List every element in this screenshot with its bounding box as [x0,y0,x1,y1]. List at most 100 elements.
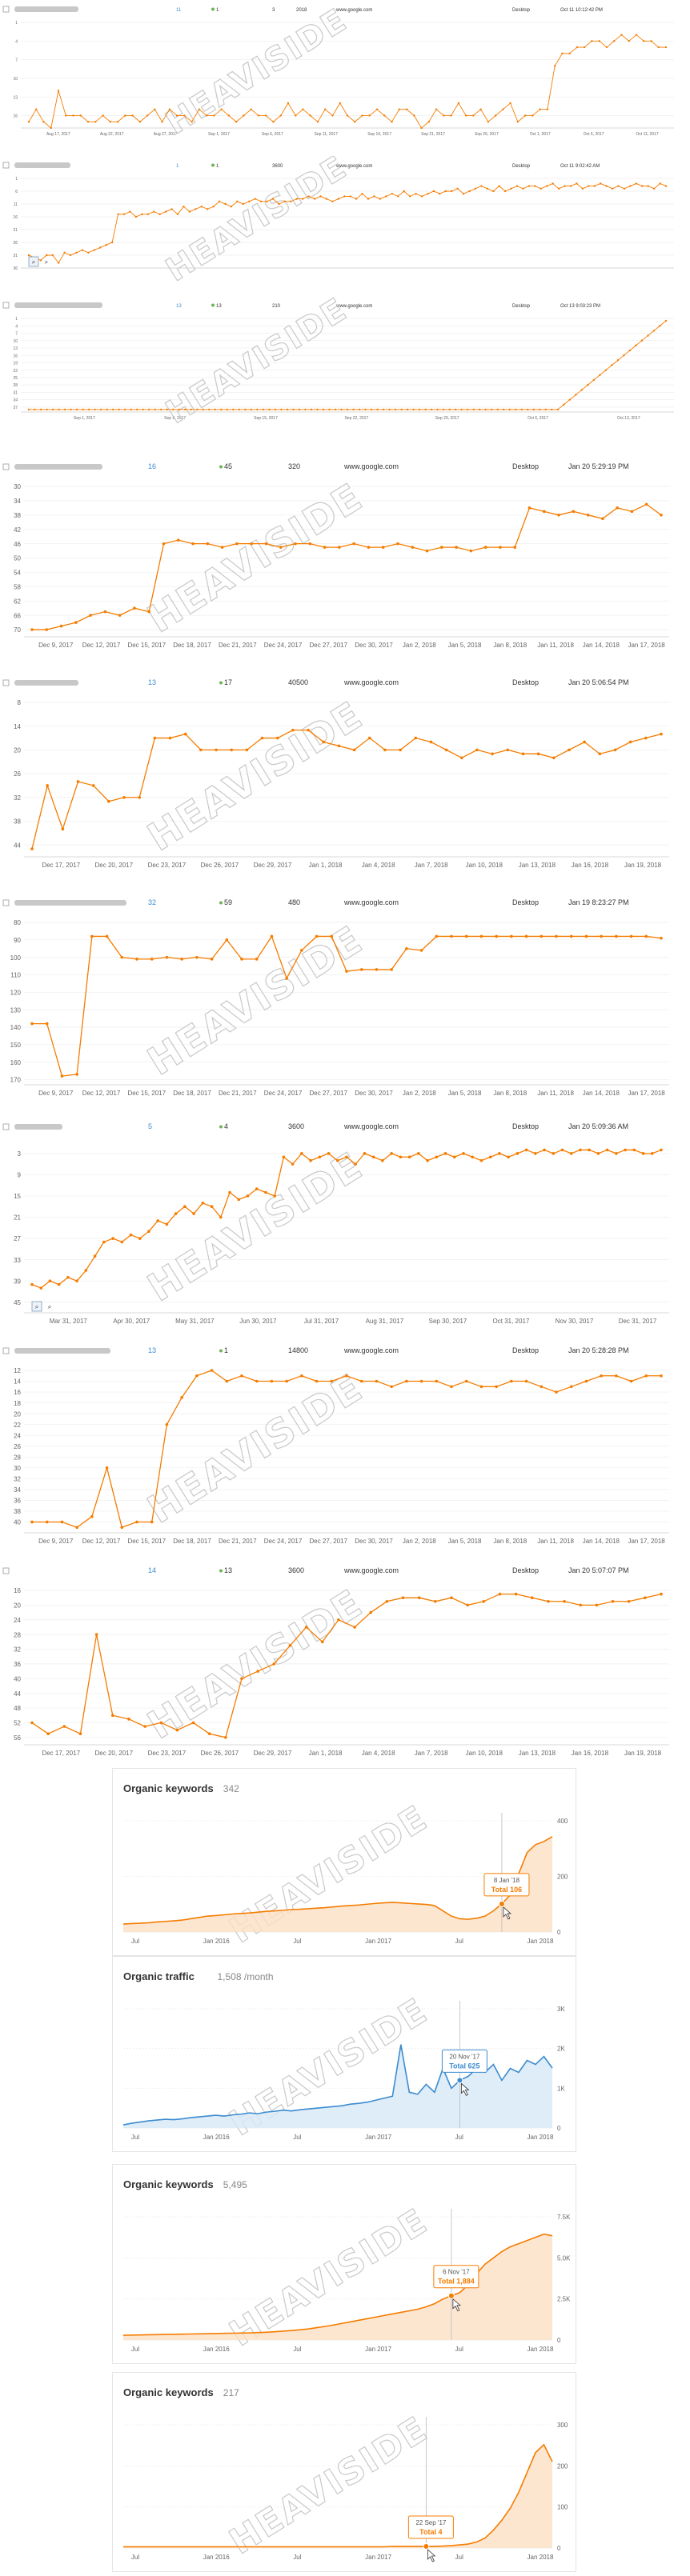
rank-point [569,934,573,938]
change-icon [219,681,223,685]
rank-point [131,114,134,117]
rank-point [202,408,204,411]
x-tick-label: Dec 18, 2017 [173,1538,211,1545]
y-tick-label: 32 [14,1646,21,1654]
rank-point [290,200,292,202]
metric-value: 217 [223,2387,239,2398]
y-tick-label: 2.5K [557,2296,571,2303]
rank-point [174,1212,178,1215]
current-rank: 16 [148,462,156,470]
zoom-in-button[interactable] [31,1301,42,1312]
x-tick-label: Oct 6, 2017 [528,416,548,421]
rank-chart-9-svg: 14 13 3600 www.google.com Desktop Jan 20 5:07… [2,1566,669,1757]
rank-point [546,108,549,110]
search-volume: 40500 [288,678,308,686]
rank-point [170,208,173,210]
rank-point [432,190,435,193]
row-checkbox[interactable] [2,1123,10,1130]
rank-point [591,40,593,42]
x-tick-label: Sep 11, 2017 [315,132,339,137]
x-tick-label: Dec 17, 2017 [42,1750,80,1757]
y-tick-label: 26 [13,241,18,246]
zoom-in-button[interactable] [28,256,39,267]
rank-point [515,185,519,187]
rank-point [472,408,475,411]
rank-point [568,52,571,55]
rank-point [288,1644,292,1647]
row-checkbox[interactable] [2,302,10,309]
rank-point [129,210,131,213]
x-tick-label: Jan 19, 2018 [624,862,662,869]
y-tick-label: 1 [15,21,18,26]
rank-point [286,408,289,411]
row-checkbox[interactable] [2,162,10,169]
rank-point [270,934,274,938]
rank-point [623,187,626,190]
rank-point [178,408,180,411]
rank-point [427,121,431,123]
rank-point [613,748,617,752]
rank-point [39,408,42,411]
rank-point [220,546,224,549]
rank-point [474,187,477,190]
row-checkbox[interactable] [2,1347,10,1354]
y-tick-label: 7 [15,332,18,337]
x-tick-label: Jun 30, 2017 [239,1318,277,1325]
x-tick-label: Dec 26, 2017 [201,1750,239,1757]
rank-point [201,1202,205,1205]
rank-point [641,185,644,187]
rank-point [195,955,199,959]
rank-point [346,114,349,117]
search-volume: 3 [272,8,275,13]
rank-point [450,934,453,938]
y-tick-label: 100 [10,954,22,962]
rank-point [180,958,183,961]
zoom-out-icon[interactable]: ⌕ [45,258,48,266]
x-tick-label: Sep 26, 2017 [475,132,499,137]
rank-point [220,108,223,110]
row-checkbox[interactable] [2,1567,10,1574]
rank-point [620,34,623,36]
rank-point [30,1520,34,1524]
rank-point [407,1155,411,1159]
y-tick-label: 1 [15,177,18,182]
rank-point [605,1148,609,1152]
change-icon [219,901,223,905]
rank-point [405,946,408,950]
x-tick-label: Sep 1, 2017 [74,416,95,421]
rank-point [598,752,602,756]
row-checkbox[interactable] [2,463,10,470]
rank-point [390,968,393,971]
row-checkbox[interactable] [2,899,10,906]
rank-point [508,408,511,411]
rank-point [552,1152,556,1155]
zoom-out-icon[interactable]: ⌕ [48,1303,51,1310]
tooltip-box [407,2515,454,2539]
y-tick-label: 32 [14,794,21,802]
rank-point [331,114,334,117]
current-rank: 5 [148,1122,152,1130]
rank-point [450,1385,453,1389]
watermark: HEAVISIDE [159,296,353,428]
rank-point [354,1162,358,1166]
rank-point [69,254,72,257]
rank-point [425,549,429,553]
rank-point [304,408,307,411]
rank-chart-9: 14 13 3600 www.google.com Desktop Jan 20 5:07… [0,1560,690,1764]
mouse-cursor-icon [452,2298,461,2312]
rank-point [302,108,304,110]
row-checkbox[interactable] [2,679,10,686]
rank-point [123,408,126,411]
rank-point [399,1155,403,1159]
x-tick-label: Dec 24, 2017 [264,1538,303,1545]
rank-point [543,1148,546,1152]
y-tick-label: 4 [15,324,18,329]
rank-point [600,1374,603,1378]
rank-point [563,1599,566,1603]
rank-point [206,208,209,210]
y-tick-label: 16 [13,354,18,358]
rank-point [165,1222,169,1226]
x-tick-label: Jan 10, 2018 [466,862,503,869]
y-tick-label: 0 [557,1929,561,1936]
row-checkbox[interactable] [2,6,10,13]
